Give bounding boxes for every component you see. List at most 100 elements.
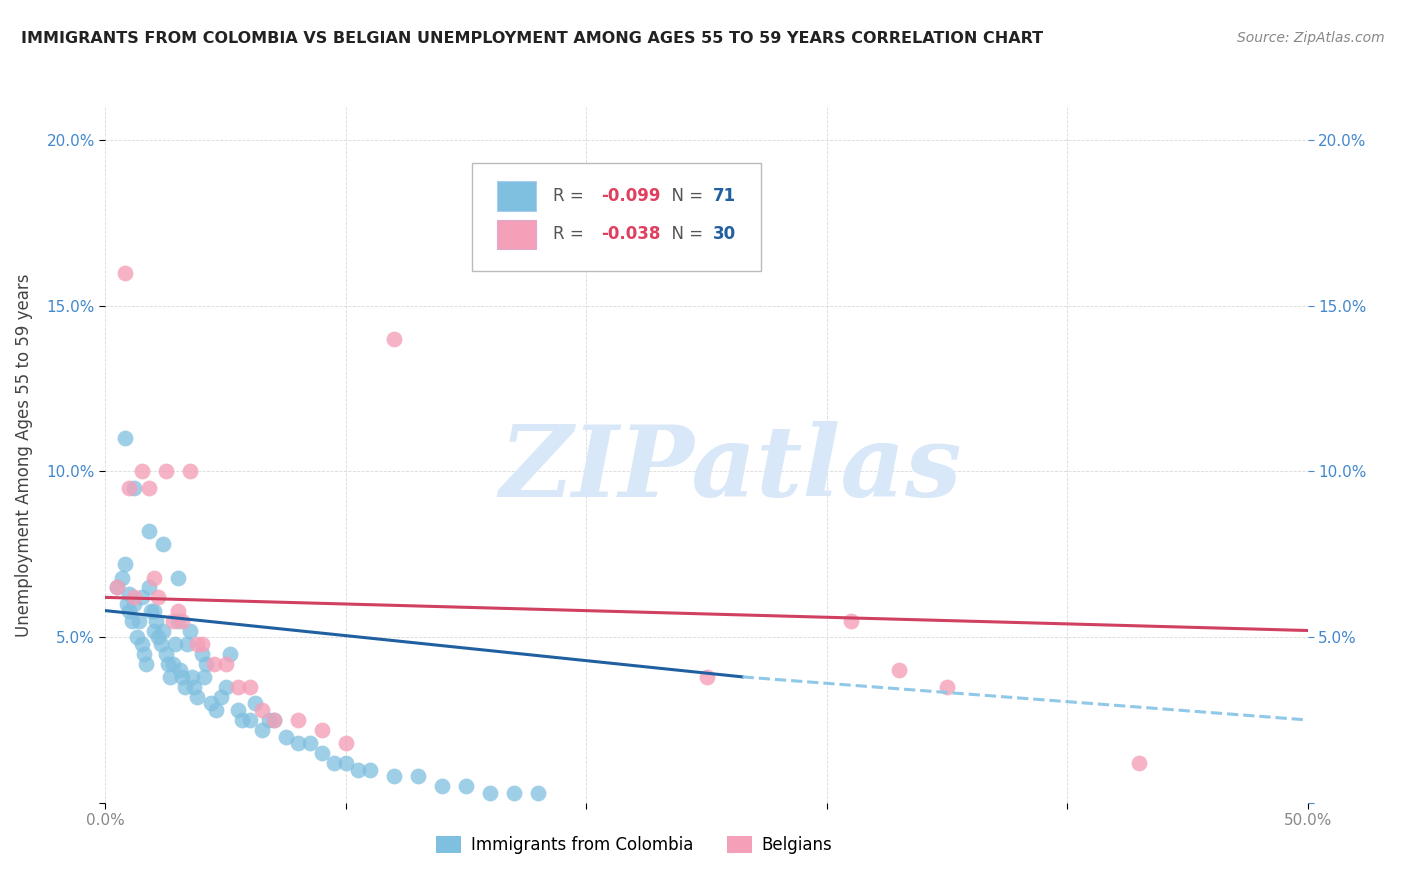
Point xyxy=(179,624,201,638)
Point xyxy=(382,332,405,346)
Point xyxy=(138,524,160,538)
FancyBboxPatch shape xyxy=(472,162,761,270)
Point xyxy=(142,624,165,638)
Y-axis label: Unemployment Among Ages 55 to 59 years: Unemployment Among Ages 55 to 59 years xyxy=(15,273,32,637)
Point xyxy=(250,703,273,717)
FancyBboxPatch shape xyxy=(498,181,536,211)
Point xyxy=(479,786,502,800)
Point xyxy=(152,624,174,638)
Point xyxy=(125,630,148,644)
Point xyxy=(936,680,959,694)
Point xyxy=(176,637,198,651)
Point xyxy=(131,591,153,605)
Point xyxy=(311,746,333,760)
Point xyxy=(159,670,181,684)
Text: R =: R = xyxy=(553,187,589,205)
Text: IMMIGRANTS FROM COLOMBIA VS BELGIAN UNEMPLOYMENT AMONG AGES 55 TO 59 YEARS CORRE: IMMIGRANTS FROM COLOMBIA VS BELGIAN UNEM… xyxy=(21,31,1043,46)
Point xyxy=(145,614,167,628)
Text: Source: ZipAtlas.com: Source: ZipAtlas.com xyxy=(1237,31,1385,45)
Point xyxy=(121,614,143,628)
Point xyxy=(162,614,184,628)
Point xyxy=(181,670,204,684)
Point xyxy=(138,481,160,495)
Point xyxy=(186,690,208,704)
Point xyxy=(107,581,129,595)
Point xyxy=(263,713,285,727)
Point xyxy=(406,769,429,783)
Point xyxy=(322,756,344,770)
Point xyxy=(135,657,157,671)
Text: ZIPatlas: ZIPatlas xyxy=(499,421,962,517)
Text: -0.038: -0.038 xyxy=(600,226,659,244)
Point xyxy=(156,657,179,671)
Point xyxy=(287,713,309,727)
Point xyxy=(155,465,177,479)
Point xyxy=(335,756,357,770)
Point xyxy=(887,663,910,677)
Point xyxy=(190,647,212,661)
Point xyxy=(166,570,188,584)
Point xyxy=(166,604,188,618)
Point xyxy=(190,637,212,651)
Legend: Immigrants from Colombia, Belgians: Immigrants from Colombia, Belgians xyxy=(429,829,839,861)
Point xyxy=(114,266,136,280)
Point xyxy=(202,657,225,671)
Point xyxy=(311,723,333,737)
Point xyxy=(115,597,138,611)
Point xyxy=(382,769,405,783)
Point xyxy=(131,465,153,479)
Point xyxy=(430,779,453,793)
Point xyxy=(214,657,236,671)
Point xyxy=(155,647,177,661)
Point xyxy=(173,680,195,694)
Point xyxy=(335,736,357,750)
Point xyxy=(118,481,141,495)
FancyBboxPatch shape xyxy=(498,219,536,249)
Point xyxy=(114,431,136,445)
Text: 30: 30 xyxy=(713,226,735,244)
Point xyxy=(114,558,136,572)
Point xyxy=(179,465,201,479)
Point xyxy=(200,697,222,711)
Text: R =: R = xyxy=(553,226,589,244)
Point xyxy=(250,723,273,737)
Point xyxy=(183,680,205,694)
Point xyxy=(195,657,218,671)
Point xyxy=(118,604,141,618)
Point xyxy=(287,736,309,750)
Point xyxy=(186,637,208,651)
Point xyxy=(118,587,141,601)
Point xyxy=(231,713,253,727)
Point xyxy=(243,697,266,711)
Point xyxy=(148,630,170,644)
Point xyxy=(839,614,862,628)
Text: -0.099: -0.099 xyxy=(600,187,661,205)
Point xyxy=(124,597,146,611)
Point xyxy=(193,670,215,684)
Point xyxy=(274,730,297,744)
Point xyxy=(169,663,191,677)
Point xyxy=(165,637,187,651)
Point xyxy=(209,690,232,704)
Point xyxy=(152,537,174,551)
Point xyxy=(132,647,155,661)
Point xyxy=(263,713,285,727)
Text: 71: 71 xyxy=(713,187,735,205)
Point xyxy=(142,570,165,584)
Point xyxy=(214,680,236,694)
Point xyxy=(162,657,184,671)
Point xyxy=(149,637,172,651)
Point xyxy=(172,614,194,628)
Point xyxy=(138,581,160,595)
Point xyxy=(226,680,249,694)
Point xyxy=(128,614,150,628)
Text: N =: N = xyxy=(661,226,709,244)
Point xyxy=(456,779,478,793)
Point xyxy=(347,763,370,777)
Point xyxy=(696,670,718,684)
Point xyxy=(142,604,165,618)
Point xyxy=(219,647,242,661)
Point xyxy=(1128,756,1150,770)
Point xyxy=(205,703,228,717)
Point xyxy=(503,786,526,800)
